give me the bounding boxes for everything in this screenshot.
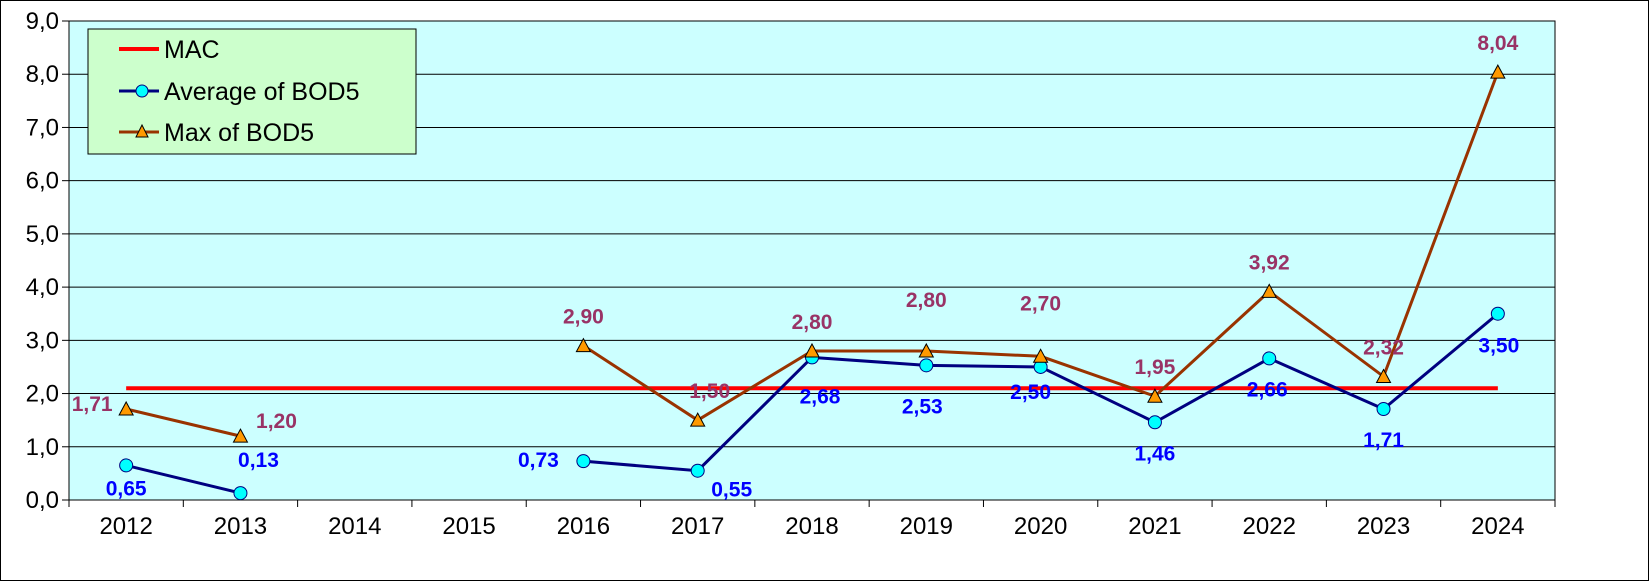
data-label: 2,32 <box>1363 337 1404 360</box>
data-label: 2,80 <box>792 311 833 334</box>
data-point <box>1262 351 1277 366</box>
data-point <box>919 358 934 373</box>
y-tick-label: 1,0 <box>26 434 59 461</box>
data-label: 2,68 <box>800 385 841 408</box>
data-label: 3,92 <box>1249 251 1290 274</box>
y-tick-label: 6,0 <box>26 168 59 195</box>
data-point <box>576 454 591 469</box>
legend-average-label: Average of BOD5 <box>164 78 359 106</box>
data-point <box>1032 348 1049 363</box>
x-tick-label: 2015 <box>442 513 495 540</box>
series-line <box>125 407 241 438</box>
data-point <box>689 412 706 427</box>
data-point <box>119 458 134 473</box>
data-label: 8,04 <box>1477 32 1518 55</box>
data-label: 1,50 <box>689 380 730 403</box>
x-tick-label: 2017 <box>671 513 724 540</box>
series-max-of-bod5 <box>118 64 1506 443</box>
data-point <box>575 337 592 353</box>
data-label: 2,70 <box>1020 292 1061 315</box>
x-tick-label: 2014 <box>328 513 381 540</box>
data-label: 1,71 <box>1363 429 1404 452</box>
data-point <box>1261 283 1278 298</box>
data-label: 1,95 <box>1134 356 1175 379</box>
y-tick-label: 3,0 <box>26 327 59 354</box>
x-tick-label: 2018 <box>785 513 838 540</box>
data-point <box>690 463 705 478</box>
y-tick-label: 9,0 <box>26 8 59 35</box>
series-average-of-bod5 <box>119 306 1505 501</box>
legend: MAC Average of BOD5 Max of BOD5 <box>87 28 417 155</box>
data-label: 0,13 <box>238 449 279 472</box>
data-label: 1,71 <box>72 393 113 416</box>
data-point <box>118 400 134 416</box>
y-tick-label: 2,0 <box>26 381 59 408</box>
data-label: 1,20 <box>256 410 297 433</box>
data-label: 0,55 <box>711 479 752 502</box>
data-point <box>1375 368 1392 384</box>
data-point <box>1490 64 1506 79</box>
y-tick-label: 5,0 <box>26 221 59 248</box>
data-label: 0,73 <box>518 449 559 472</box>
x-tick-label: 2023 <box>1357 513 1410 540</box>
x-tick-label: 2013 <box>214 513 267 540</box>
y-tick-label: 7,0 <box>26 114 59 141</box>
data-label: 2,53 <box>902 395 943 418</box>
x-tick-label: 2012 <box>99 513 152 540</box>
data-label: 2,80 <box>906 289 947 312</box>
x-tick-label: 2016 <box>557 513 610 540</box>
legend-max-marker <box>135 123 149 138</box>
x-tick-label: 2022 <box>1243 513 1296 540</box>
data-label: 1,46 <box>1134 442 1175 465</box>
x-tick-label: 2021 <box>1128 513 1181 540</box>
data-label: 2,66 <box>1247 378 1288 401</box>
data-point <box>233 486 248 501</box>
legend-max-label: Max of BOD5 <box>164 119 314 147</box>
y-tick-label: 0,0 <box>26 487 59 514</box>
data-point <box>232 428 249 443</box>
data-label: 0,65 <box>106 477 147 500</box>
y-tick-label: 8,0 <box>26 61 59 88</box>
data-point <box>918 342 935 358</box>
x-tick-label: 2019 <box>900 513 953 540</box>
data-point <box>1147 415 1162 430</box>
data-point <box>1147 388 1163 403</box>
series-line <box>125 463 241 495</box>
y-tick-label: 4,0 <box>26 274 59 301</box>
data-point <box>1376 401 1391 416</box>
legend-mac-label: MAC <box>164 36 220 64</box>
legend-average-marker <box>135 84 149 98</box>
data-point <box>804 342 820 358</box>
data-label: 3,50 <box>1478 335 1519 358</box>
data-label: 2,50 <box>1010 381 1051 404</box>
x-tick-label: 2020 <box>1014 513 1067 540</box>
data-point <box>1490 306 1505 321</box>
data-label: 2,90 <box>563 306 604 329</box>
x-tick-label: 2024 <box>1471 513 1524 540</box>
